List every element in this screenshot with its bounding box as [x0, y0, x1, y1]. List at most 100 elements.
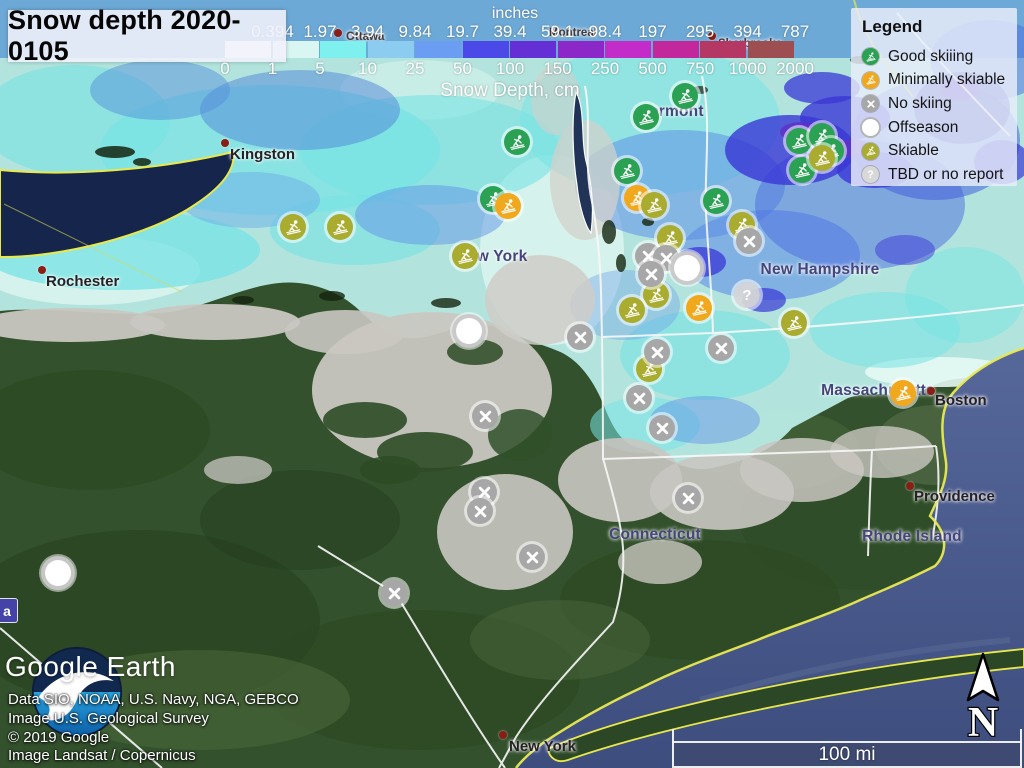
x-icon	[633, 392, 645, 404]
colorbar-tick-cm: 750	[685, 59, 715, 78]
ski-area-marker-noski[interactable]	[519, 544, 545, 570]
ski-area-marker-noski[interactable]	[644, 339, 670, 365]
attribution-line: Image U.S. Geological Survey	[8, 709, 209, 727]
colorbar-tick-inches: 98.4	[588, 22, 622, 41]
ski-area-marker-minimal[interactable]	[495, 193, 521, 219]
ski-area-marker-noski[interactable]	[381, 580, 407, 606]
x-icon	[474, 505, 486, 517]
x-icon	[478, 486, 490, 498]
city-label-boston: Boston	[935, 392, 987, 409]
ski-area-marker-good[interactable]	[504, 129, 530, 155]
city-dot-sherbrooke	[708, 32, 716, 40]
attribution-line: Image Landsat / Copernicus	[8, 747, 196, 765]
ski-area-marker-minimal[interactable]	[890, 380, 916, 406]
skier-icon	[662, 230, 678, 246]
legend-item-label: Good skiiing	[888, 47, 974, 65]
good-marker-icon	[862, 48, 879, 66]
legend-item-tbd: ? TBD or no report	[862, 163, 1017, 187]
tbd-marker-icon: ?	[862, 166, 879, 184]
skier-icon	[457, 248, 473, 264]
compass-label: N	[968, 700, 998, 744]
attribution-line: © 2019 Google	[8, 728, 110, 746]
x-icon	[743, 235, 755, 247]
ski-area-marker-offseason[interactable]	[674, 255, 700, 281]
ski-area-marker-offseason[interactable]	[456, 318, 482, 344]
colorbar-units-inches: inches	[491, 5, 539, 22]
city-dot-new-york	[499, 731, 507, 739]
colorbar-tick-cm: 10	[358, 59, 377, 78]
minimal-marker-icon	[862, 71, 879, 89]
city-label-montreal: Montreal	[549, 27, 597, 39]
legend-panel: Legend Good skiiing Minimally skiable No s…	[851, 8, 1017, 186]
ski-area-marker-skiable[interactable]	[327, 214, 353, 240]
ski-area-marker-good[interactable]	[786, 128, 812, 154]
skier-icon	[648, 287, 664, 303]
skier-icon	[646, 197, 662, 213]
skier-icon	[332, 219, 348, 235]
google-earth-logo: Google Earth	[5, 651, 176, 682]
colorbar-tick-inches: 3.94	[350, 22, 385, 41]
ski-area-marker-noski[interactable]	[649, 415, 675, 441]
colorbar-segment	[652, 41, 699, 58]
legend-item-offseason: Offseason	[862, 116, 1017, 140]
ski-area-marker-noski[interactable]	[736, 228, 762, 254]
skier-icon	[285, 219, 301, 235]
compass-north-indicator: N	[967, 652, 999, 744]
ski-area-marker-skiable[interactable]	[619, 297, 645, 323]
ski-area-marker-skiable[interactable]	[452, 243, 478, 269]
legend-item-good: Good skiiing	[862, 45, 1017, 69]
ski-area-marker-good[interactable]	[703, 188, 729, 214]
colorbar-tick-inches: 59.1	[540, 22, 575, 41]
water-bodies	[0, 90, 1024, 768]
ski-area-marker-minimal[interactable]	[686, 295, 712, 321]
ski-area-marker-offseason[interactable]	[45, 560, 71, 586]
ski-area-marker-skiable[interactable]	[809, 145, 835, 171]
colorbar-tick-cm: 1	[267, 59, 278, 78]
legend-item-minimal: Minimally skiable	[862, 69, 1017, 93]
x-icon	[479, 410, 491, 422]
ski-area-marker-noski[interactable]	[471, 479, 497, 505]
legend-item-skiable: Skiable	[862, 139, 1017, 163]
colorbar-tick-cm: 100	[495, 59, 525, 78]
skier-icon	[677, 88, 693, 104]
ski-area-marker-noski[interactable]	[675, 485, 701, 511]
skier-icon	[786, 315, 802, 331]
city-label-new-york: New York	[509, 738, 576, 755]
ski-area-marker-noski[interactable]	[472, 403, 498, 429]
state-label-rhode-island: Rhode Island	[862, 528, 962, 545]
colorbar-segment	[700, 41, 746, 58]
skier-icon	[865, 52, 876, 62]
city-label-providence: Providence	[914, 488, 995, 505]
colorbar-tick-cm: 2000	[776, 59, 814, 78]
legend-item-noski: No skiing	[862, 92, 1017, 116]
skier-icon	[814, 150, 830, 166]
skier-icon	[691, 300, 707, 316]
x-icon	[656, 422, 668, 434]
colorbar	[225, 41, 794, 58]
skier-icon	[619, 163, 635, 179]
ski-area-marker-skiable[interactable]	[781, 310, 807, 336]
ski-area-marker-tbd[interactable]: ?	[734, 282, 760, 308]
ski-area-marker-noski[interactable]	[626, 385, 652, 411]
ski-area-marker-noski[interactable]	[638, 261, 664, 287]
ski-area-marker-skiable[interactable]	[641, 192, 667, 218]
legend-item-label: No skiing	[888, 94, 952, 112]
ski-area-marker-good[interactable]	[633, 104, 659, 130]
city-dot-ottawa	[334, 29, 342, 37]
colorbar-segment	[510, 41, 556, 58]
colorbar-tick-cm: 1000	[728, 59, 767, 78]
ski-area-marker-noski[interactable]	[567, 324, 593, 350]
colorbar-tick-inches: 197	[638, 22, 667, 41]
legend-item-label: Offseason	[888, 118, 959, 136]
ski-area-marker-good[interactable]	[672, 83, 698, 109]
colorbar-tick-cm: 150	[543, 59, 572, 78]
skiable-marker-icon	[862, 142, 879, 160]
map-scale-bar: 100 mi	[672, 729, 1022, 768]
ski-area-marker-skiable[interactable]	[280, 214, 306, 240]
x-icon	[388, 587, 400, 599]
ski-area-marker-noski[interactable]	[708, 335, 734, 361]
ski-area-marker-good[interactable]	[614, 158, 640, 184]
ski-area-marker-noski[interactable]	[467, 498, 493, 524]
